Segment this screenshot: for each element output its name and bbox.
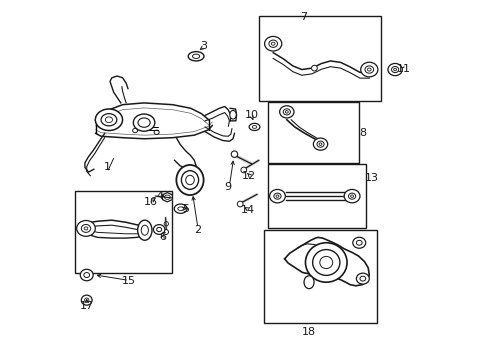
Text: 16: 16	[144, 197, 158, 207]
Text: 14: 14	[241, 206, 255, 216]
Bar	[267, 164, 366, 228]
Bar	[264, 230, 376, 323]
Ellipse shape	[80, 269, 93, 281]
Ellipse shape	[174, 204, 187, 213]
Text: 3: 3	[200, 41, 206, 50]
Text: 13: 13	[364, 173, 378, 183]
Ellipse shape	[279, 106, 293, 118]
Bar	[267, 102, 359, 163]
Ellipse shape	[188, 51, 203, 61]
Text: 6: 6	[159, 232, 166, 242]
Ellipse shape	[133, 114, 155, 131]
Bar	[75, 191, 172, 273]
Text: 5: 5	[182, 204, 188, 215]
Ellipse shape	[269, 189, 285, 203]
Ellipse shape	[249, 123, 260, 131]
Polygon shape	[162, 193, 172, 202]
Text: 11: 11	[396, 64, 410, 74]
Ellipse shape	[95, 109, 122, 131]
Ellipse shape	[264, 36, 281, 51]
Ellipse shape	[241, 167, 246, 173]
Text: 4: 4	[156, 191, 163, 201]
Text: 9: 9	[224, 182, 231, 192]
Text: 2: 2	[194, 225, 201, 235]
Text: 7: 7	[300, 12, 306, 22]
Text: 15: 15	[122, 276, 136, 286]
Ellipse shape	[163, 229, 168, 234]
Ellipse shape	[153, 225, 164, 234]
Text: 10: 10	[244, 111, 258, 121]
Text: 1: 1	[104, 162, 111, 172]
Text: 18: 18	[302, 327, 315, 337]
Ellipse shape	[311, 65, 317, 71]
Ellipse shape	[305, 243, 346, 282]
Ellipse shape	[176, 165, 203, 195]
Ellipse shape	[360, 62, 377, 77]
Ellipse shape	[137, 220, 152, 240]
Ellipse shape	[313, 138, 327, 150]
Ellipse shape	[304, 276, 313, 289]
Ellipse shape	[356, 273, 368, 284]
Ellipse shape	[352, 237, 365, 248]
Bar	[258, 16, 380, 101]
Ellipse shape	[387, 63, 402, 76]
Ellipse shape	[81, 295, 92, 305]
Ellipse shape	[344, 189, 359, 203]
Text: 12: 12	[241, 171, 255, 181]
Ellipse shape	[237, 201, 243, 207]
Text: 17: 17	[80, 301, 94, 311]
Ellipse shape	[77, 220, 95, 236]
Ellipse shape	[229, 111, 236, 119]
Text: 8: 8	[359, 129, 366, 138]
Ellipse shape	[231, 151, 237, 157]
